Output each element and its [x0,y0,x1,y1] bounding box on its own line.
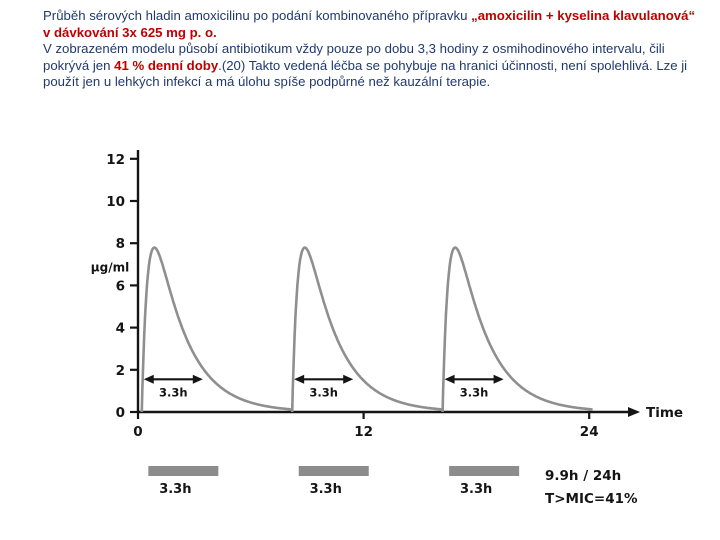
duration-bar [449,466,520,476]
y-tick-label: 4 [116,321,125,337]
x-axis-title: Time [646,405,683,421]
paragraph-body: V zobrazeném modelu působí antibiotikum … [43,41,701,91]
tmic-percentage-label: T>MIC=41% [545,491,638,507]
tmic-arrow-right-head-icon [343,374,354,384]
y-tick-label: 12 [106,152,125,168]
duration-bar [298,466,369,476]
tmic-arrow-left-head-icon [143,374,154,384]
tmic-arrow-label: 3.3h [460,385,489,399]
text-segment-highlight: „amoxicilin + kyselina klavulanová“ v dá… [43,8,696,40]
y-tick-label: 10 [106,194,125,210]
concentration-curve [441,246,593,413]
concentration-curve [290,246,443,413]
x-tick-label: 0 [133,424,142,440]
text-segment: .(20) Takto vedená léčba se pohybuje na … [43,57,688,90]
caption-text: Průběh sérových hladin amoxicilinu po po… [43,8,701,91]
tmic-arrow-left-head-icon [294,374,305,384]
text-segment: V zobrazeném modelu působí antibiotikum … [43,41,665,73]
tmic-arrow-right-head-icon [192,374,203,384]
tmic-arrow-left-head-icon [444,374,455,384]
tmic-arrow-label: 3.3h [309,385,338,399]
y-axis-title: µg/ml [91,260,129,274]
concentration-curve [140,246,293,413]
duration-bar [148,466,219,476]
text-segment: Průběh sérových hladin amoxicilinu po po… [43,8,472,23]
y-tick-label: 8 [116,236,125,252]
duration-bar-label: 3.3h [310,482,342,497]
x-axis-arrow-icon [628,407,640,417]
x-tick-label: 24 [580,424,599,440]
y-tick-label: 2 [116,363,125,379]
y-tick-label: 6 [116,278,125,294]
x-tick-label: 12 [354,424,373,440]
duration-bar-label: 3.3h [159,482,191,497]
total-time-label: 9.9h / 24h [545,468,621,484]
chart-area: Time 0 2 4 6 8 10 12 µg/ml 0 12 24 3.3h 3.3h 3.3h 3.3h 3… [80,142,720,522]
tmic-arrow-label: 3.3h [159,385,188,399]
duration-bar-label: 3.3h [460,482,492,497]
tmic-arrow-right-head-icon [493,374,504,384]
y-tick-label: 0 [116,405,125,421]
paragraph-title: Průběh sérových hladin amoxicilinu po po… [43,8,701,41]
text-segment-highlight: 41 % denní doby [114,57,219,73]
